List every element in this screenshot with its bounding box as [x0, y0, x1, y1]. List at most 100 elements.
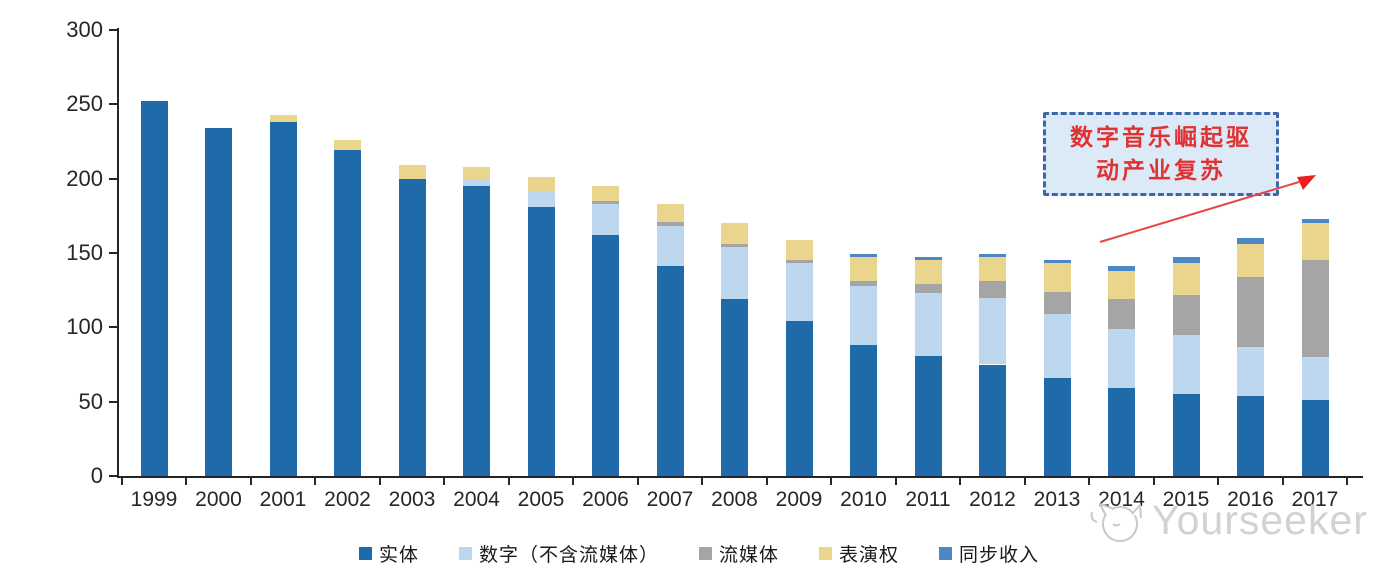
legend-swatch	[698, 547, 712, 560]
legend-item: 数字（不含流媒体）	[458, 540, 659, 567]
bar-segment	[850, 281, 877, 286]
bar-segment	[1108, 270, 1135, 300]
bar-segment	[656, 266, 684, 476]
cat-face-icon	[1090, 503, 1142, 542]
bar-segment	[140, 101, 168, 476]
x-tick	[1088, 478, 1091, 485]
y-tick	[109, 177, 117, 180]
legend-label: 表演权	[839, 545, 900, 566]
bar-segment	[979, 254, 1006, 258]
bar-segment	[334, 150, 361, 476]
bar-segment	[1108, 388, 1135, 476]
bar-segment	[979, 281, 1006, 298]
x-tick	[443, 478, 446, 485]
legend-item: 表演权	[819, 540, 899, 567]
bar-segment	[398, 178, 426, 476]
legend-swatch	[819, 547, 832, 560]
y-axis-label: 150	[66, 240, 103, 265]
y-axis-label: 50	[78, 388, 103, 414]
bar-segment	[463, 186, 490, 476]
x-axis-label: 2011	[905, 488, 951, 511]
x-axis-label: 2016	[1227, 488, 1274, 511]
bar-segment	[914, 257, 942, 261]
y-axis-line	[117, 28, 119, 478]
y-tick	[109, 475, 117, 477]
bar-segment	[1043, 291, 1071, 314]
bar-segment	[269, 122, 297, 476]
x-axis-line	[117, 476, 1363, 478]
y-tick	[109, 400, 117, 403]
bar-segment	[398, 165, 426, 179]
x-tick	[1023, 478, 1026, 485]
x-axis-label: 2014	[1098, 488, 1145, 511]
legend-label: 同步收入	[959, 545, 1040, 566]
x-axis-label: 2005	[517, 488, 565, 511]
bar-segment	[463, 166, 490, 179]
x-axis-label: 2008	[711, 488, 758, 511]
x-tick	[120, 478, 123, 485]
bar-segment	[1043, 260, 1071, 264]
bar-segment	[592, 203, 619, 236]
legend-swatch	[358, 547, 372, 560]
legend-label: 实体	[378, 545, 419, 566]
y-axis-label: 250	[66, 91, 103, 117]
bar-segment	[914, 293, 942, 356]
bar-segment	[850, 285, 877, 346]
x-axis-label: 2015	[1162, 488, 1210, 511]
bar-segment	[721, 223, 748, 245]
x-axis-label: 2004	[453, 488, 500, 511]
legend-item: 实体	[358, 540, 419, 567]
x-axis-label: 2003	[388, 488, 436, 511]
bar-segment	[592, 200, 619, 204]
chart-legend: 实体 数字（不含流媒体） 流媒体 表演权 同步收入	[0, 540, 1398, 567]
x-tick	[314, 478, 317, 485]
y-axis-label: 100	[66, 314, 103, 340]
bar-segment	[914, 260, 942, 285]
bar-segment	[592, 235, 619, 476]
x-axis-label: 2007	[646, 488, 694, 511]
bar-segment	[269, 114, 297, 123]
bar-segment	[334, 140, 361, 151]
legend-label: 数字（不含流媒体）	[478, 545, 659, 566]
bar-segment	[914, 284, 942, 294]
y-tick	[109, 103, 117, 106]
x-tick	[1217, 478, 1220, 485]
bar-segment	[1237, 244, 1264, 277]
bar-segment	[1237, 238, 1264, 245]
bar-segment	[656, 203, 684, 222]
x-axis-label: 2002	[324, 488, 371, 511]
annotation-box: 数字音乐崛起驱 动产业复苏	[1043, 112, 1279, 196]
bar-segment	[979, 297, 1006, 365]
x-axis-label: 2000	[195, 488, 242, 511]
legend-swatch	[939, 547, 953, 560]
x-axis-label: 2013	[1033, 488, 1081, 511]
bar-segment	[1237, 346, 1264, 396]
legend-item: 同步收入	[939, 540, 1039, 567]
bar-segment	[1108, 299, 1135, 329]
x-tick	[894, 478, 897, 485]
y-axis-label: 300	[66, 17, 103, 42]
watermark: Yourseeker	[1088, 494, 1368, 546]
bar-segment	[1043, 377, 1071, 476]
bar-segment	[592, 186, 619, 201]
x-axis-label: 1999	[130, 488, 178, 511]
bar-segment	[1043, 263, 1071, 292]
bar-segment	[785, 239, 813, 261]
bar-segment	[656, 221, 684, 227]
x-tick	[572, 478, 575, 485]
bar-segment	[1301, 223, 1329, 261]
bar-segment	[1172, 257, 1200, 264]
bar-segment	[527, 206, 555, 476]
bar-segment	[1301, 357, 1329, 401]
x-tick	[1281, 478, 1284, 485]
legend-swatch	[458, 547, 472, 560]
x-axis-label: 2012	[969, 488, 1016, 511]
bar-segment	[1237, 395, 1264, 476]
bar-segment	[721, 244, 748, 248]
bar-segment	[914, 355, 942, 476]
bar-segment	[785, 260, 813, 264]
annotation-text-line2: 动产业复苏	[1096, 157, 1226, 183]
bar-segment	[1172, 394, 1200, 476]
x-tick	[185, 478, 188, 485]
bar-segment	[979, 257, 1006, 282]
